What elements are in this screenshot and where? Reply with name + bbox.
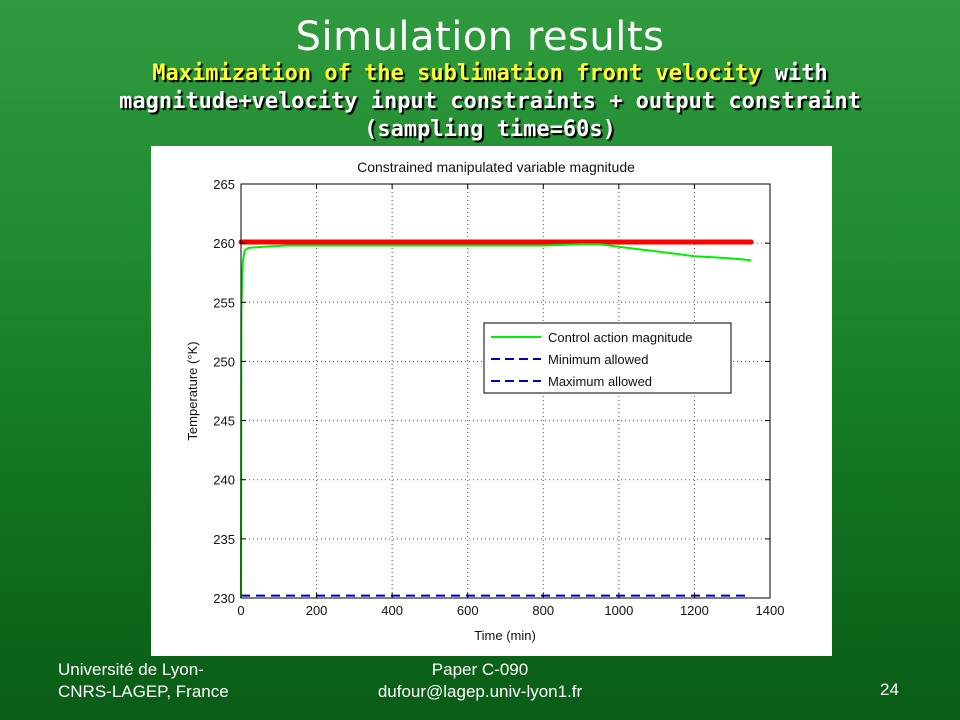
y-tick-label: 240	[213, 473, 235, 488]
x-tick-label: 1200	[680, 603, 709, 618]
slide-subtitle: Maximization of the sublimation front ve…	[70, 60, 910, 144]
x-tick-label: 600	[457, 603, 479, 618]
plot-frame	[240, 183, 771, 599]
chart-panel: Constrained manipulated variable magnitu…	[151, 146, 832, 656]
x-axis-label: Time (min)	[474, 628, 536, 643]
footer-email: dufour@lagep.univ-lyon1.fr	[377, 682, 583, 701]
y-tick-label: 235	[213, 532, 235, 547]
y-tick-label: 245	[213, 414, 235, 429]
temperature-chart: Constrained manipulated variable magnitu…	[185, 159, 784, 643]
chart-title: Constrained manipulated variable magnitu…	[357, 159, 635, 175]
legend: Control action magnitude Minimum allowed…	[483, 322, 732, 394]
footer-paper-id: Paper C-090	[431, 660, 529, 679]
y-tick-label: 230	[213, 591, 235, 606]
axis-ticks: 0 200 400 600 800 1000 1200 1400 230 235 240 245 250…	[213, 177, 784, 618]
footer-affiliation-line1: Université de Lyon-	[58, 660, 204, 679]
footer-affiliation: Université de Lyon- CNRS-LAGEP, France	[58, 659, 229, 703]
x-tick-label: 1400	[756, 603, 785, 618]
footer-paper: Paper C-090 dufour@lagep.univ-lyon1.fr	[330, 659, 630, 703]
series-control-action	[240, 243, 752, 599]
y-tick-label: 250	[213, 354, 235, 369]
legend-label-min: Minimum allowed	[548, 352, 648, 367]
y-axis-label: Temperature (°K)	[185, 341, 200, 440]
x-tick-label: 0	[237, 603, 244, 618]
footer-affiliation-line2: CNRS-LAGEP, France	[58, 682, 229, 701]
x-tick-label: 1000	[604, 603, 633, 618]
legend-label-max: Maximum allowed	[548, 374, 652, 389]
page-number: 24	[880, 680, 899, 699]
series-layer	[238, 239, 754, 599]
y-tick-label: 255	[213, 295, 235, 310]
y-tick-label: 260	[213, 236, 235, 251]
legend-label-control: Control action magnitude	[548, 330, 693, 345]
x-tick-label: 200	[306, 603, 328, 618]
x-tick-label: 800	[532, 603, 554, 618]
subtitle-highlight: Maximization of the sublimation front ve…	[152, 61, 762, 86]
subtitle-rest: with magnitude+velocity input constraint…	[119, 61, 861, 142]
y-tick-label: 265	[213, 177, 235, 192]
slide-title: Simulation results	[295, 14, 665, 60]
x-tick-label: 400	[381, 603, 403, 618]
